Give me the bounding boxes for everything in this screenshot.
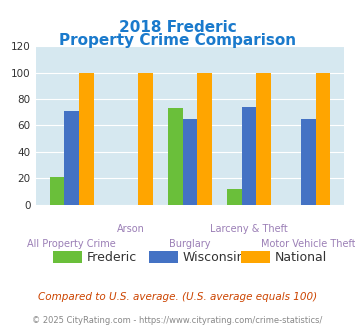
Text: Compared to U.S. average. (U.S. average equals 100): Compared to U.S. average. (U.S. average … bbox=[38, 292, 317, 302]
Text: Frederic: Frederic bbox=[87, 251, 137, 264]
Bar bbox=[256, 73, 271, 205]
Bar bbox=[227, 189, 242, 205]
Bar bbox=[79, 73, 94, 205]
Text: Larceny & Theft: Larceny & Theft bbox=[210, 224, 288, 234]
Bar bbox=[197, 73, 212, 205]
Text: Property Crime Comparison: Property Crime Comparison bbox=[59, 33, 296, 48]
Text: 2018 Frederic: 2018 Frederic bbox=[119, 20, 236, 35]
Bar bbox=[301, 119, 316, 205]
Text: Arson: Arson bbox=[117, 224, 145, 234]
Bar bbox=[316, 73, 330, 205]
Bar bbox=[50, 177, 64, 205]
Bar bbox=[182, 119, 197, 205]
Text: National: National bbox=[275, 251, 327, 264]
Bar bbox=[168, 108, 182, 205]
Text: Motor Vehicle Theft: Motor Vehicle Theft bbox=[261, 239, 355, 249]
Bar bbox=[138, 73, 153, 205]
Text: All Property Crime: All Property Crime bbox=[27, 239, 116, 249]
Text: Burglary: Burglary bbox=[169, 239, 211, 249]
Text: Wisconsin: Wisconsin bbox=[183, 251, 245, 264]
Text: © 2025 CityRating.com - https://www.cityrating.com/crime-statistics/: © 2025 CityRating.com - https://www.city… bbox=[32, 315, 323, 325]
Bar bbox=[242, 107, 256, 205]
Bar bbox=[64, 111, 79, 205]
